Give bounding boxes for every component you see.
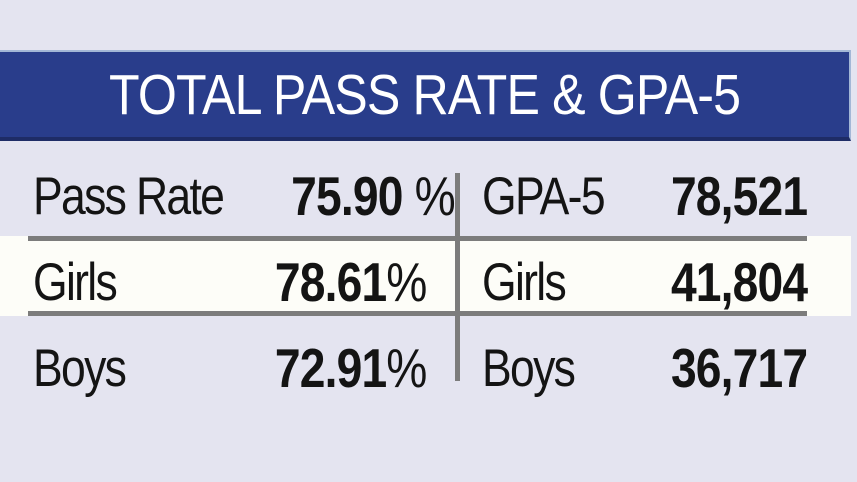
table-row-gpa5-total: GPA-5 78,521 bbox=[482, 164, 808, 228]
row-label: GPA-5 bbox=[482, 166, 606, 226]
table-row-gpa5-girls: Girls 41,804 bbox=[482, 250, 808, 314]
row-label: Pass Rate bbox=[33, 166, 225, 226]
row-label: Girls bbox=[33, 252, 118, 312]
row-value: 72.91% bbox=[275, 336, 427, 400]
page-title: TOTAL PASS RATE & GPA-5 bbox=[108, 62, 741, 127]
row-value: 36,717 bbox=[670, 337, 808, 399]
value-number: 72.91 bbox=[275, 337, 387, 399]
row-label: Girls bbox=[482, 252, 567, 312]
row-label: Boys bbox=[33, 338, 127, 398]
title-bar: TOTAL PASS RATE & GPA-5 bbox=[0, 50, 851, 141]
row-value: 78,521 bbox=[670, 165, 808, 227]
value-unit: % bbox=[386, 337, 428, 399]
row-value: 75.90 % bbox=[291, 164, 455, 228]
value-number: 78.61 bbox=[275, 251, 387, 313]
table-row-pass-rate-girls: Girls 78.61% bbox=[33, 250, 428, 314]
row-value: 41,804 bbox=[670, 251, 808, 313]
row-value: 78.61% bbox=[275, 250, 427, 314]
value-number: 75.90 bbox=[290, 165, 403, 227]
row-label: Boys bbox=[482, 338, 576, 398]
table-row-pass-rate-boys: Boys 72.91% bbox=[33, 336, 428, 400]
table-row-pass-rate-total: Pass Rate 75.90 % bbox=[33, 164, 455, 228]
row-separator-top bbox=[28, 236, 807, 241]
column-divider bbox=[455, 173, 460, 381]
table-row-gpa5-boys: Boys 36,717 bbox=[482, 336, 808, 400]
value-unit: % bbox=[386, 251, 428, 313]
row-separator-bottom bbox=[28, 311, 807, 316]
value-unit: % bbox=[402, 165, 455, 227]
girls-row-highlight-band bbox=[0, 236, 851, 316]
